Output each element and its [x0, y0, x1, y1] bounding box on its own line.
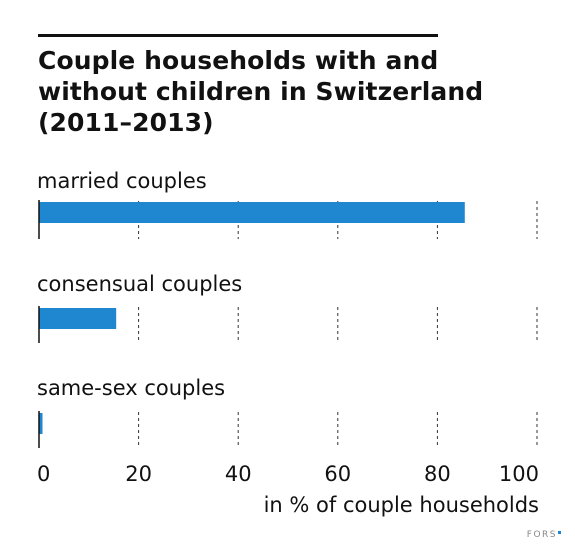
fors-logo: FORS [527, 530, 561, 540]
tick-label: 80 [424, 462, 451, 486]
bar [39, 413, 43, 434]
tick-label: 100 [499, 462, 539, 486]
category-label: consensual couples [37, 272, 242, 296]
chart-title-line-1: Couple households with and [38, 46, 439, 75]
tick-label: 40 [225, 462, 252, 486]
chart-title: Couple households with and without child… [38, 45, 518, 138]
fors-logo-dot [558, 531, 561, 534]
bar [39, 202, 465, 223]
chart-title-line-2: without children in Switzerland [38, 77, 484, 106]
fors-logo-text: FORS [526, 530, 557, 540]
x-axis-title: in % of couple households [264, 493, 539, 517]
tick-label: 20 [125, 462, 152, 486]
tick-label: 0 [37, 462, 50, 486]
bar [39, 308, 117, 329]
tick-label: 60 [324, 462, 351, 486]
title-rule [38, 34, 438, 37]
chart-title-line-3: (2011–2013) [38, 108, 214, 137]
category-label: same-sex couples [37, 376, 225, 400]
category-label: married couples [37, 169, 207, 193]
